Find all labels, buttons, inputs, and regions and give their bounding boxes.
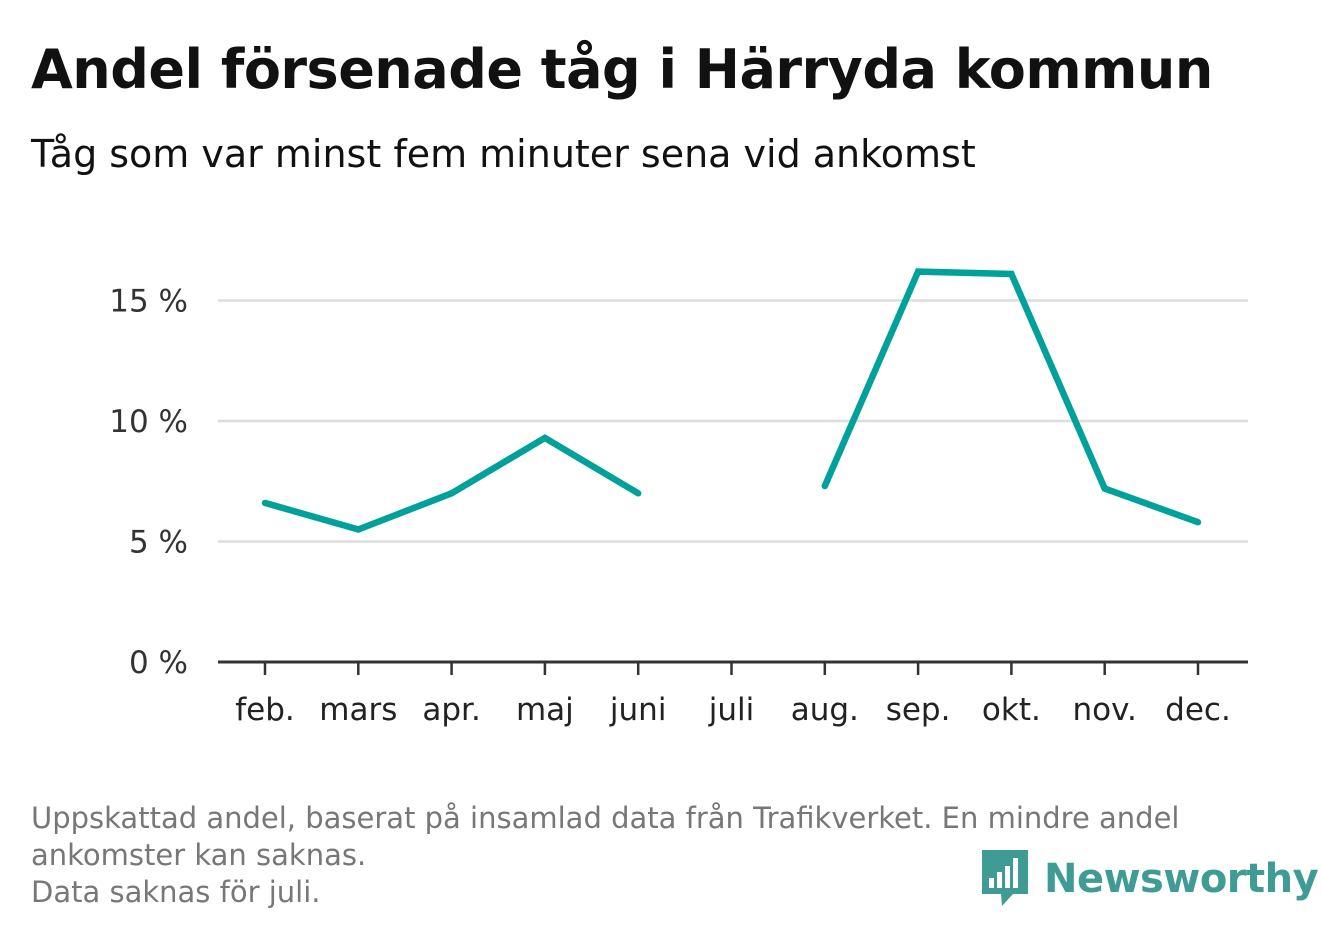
y-tick-label: 0 % [129,645,188,681]
x-tick-label: dec. [1165,692,1231,728]
bar-chart-speech-icon [982,850,1028,906]
data-point [541,434,549,442]
x-tick-label: feb. [235,692,295,728]
footnote-line-3: Data saknas för juli. [31,875,321,909]
footnote-line-2: ankomster kan saknas. [31,838,367,872]
data-point [261,499,269,507]
x-tick-label: maj [516,692,574,728]
chart-title: Andel försenade tåg i Härryda kommun [31,38,1213,101]
x-tick-label: juni [609,692,667,728]
data-point [1194,519,1202,526]
x-tick-label: nov. [1072,692,1136,728]
x-tick-label: juli [708,692,755,728]
series-lines [261,268,1202,533]
data-point [355,526,362,533]
chart-subtitle: Tåg som var minst fem minuter sena vid a… [31,132,976,176]
y-axis-ticks: 0 % 5 % 10 % 15 % [109,284,188,682]
series-line-segment [821,268,1200,526]
data-point [635,490,642,497]
footnote-line-1: Uppskattad andel, baserat på insamlad da… [31,801,1180,835]
x-tick-label: aug. [791,692,859,728]
x-tick-label: okt. [982,692,1041,728]
data-point [914,268,922,275]
y-tick-label: 10 % [109,404,188,440]
data-point [1008,270,1015,278]
x-tick-label: sep. [886,692,951,728]
data-point [1101,485,1108,492]
y-tick-label: 15 % [109,284,188,320]
line-chart: 0 % 5 % 10 % 15 % feb. mars apr. maj juni juli au… [109,268,1248,728]
newsworthy-logo: Newsworthy [980,848,1319,910]
series-line-segment [264,434,640,533]
x-tick-label: mars [319,692,397,728]
x-axis: feb. mars apr. maj juni juli aug. sep. okt. nov. d… [218,660,1248,728]
footnote: Uppskattad andel, baserat på insamlad da… [31,800,1291,911]
data-point [448,490,455,497]
logo-text: Newsworthy [1044,856,1319,902]
data-point [821,482,828,490]
y-tick-label: 5 % [129,525,188,561]
x-tick-label: apr. [422,692,480,728]
grid-lines [218,299,1248,543]
